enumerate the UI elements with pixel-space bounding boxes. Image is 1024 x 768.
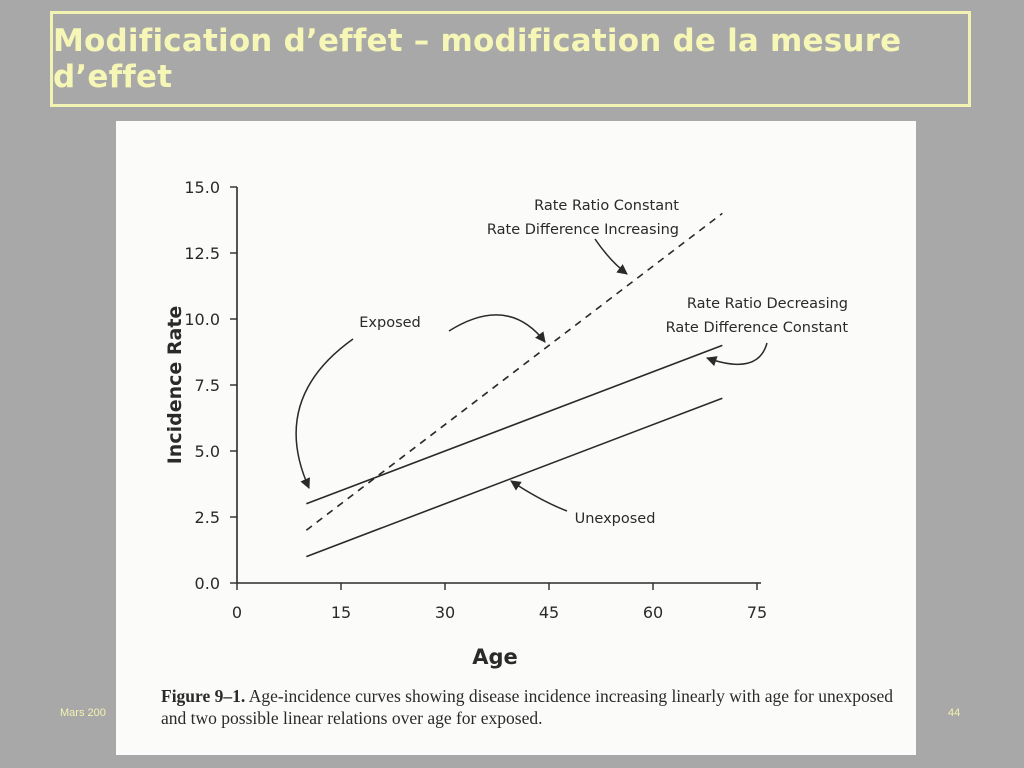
annotation-exposed: Exposed xyxy=(359,315,421,331)
annotation-unexposed: Unexposed xyxy=(575,511,656,527)
page-number: 44 xyxy=(948,707,961,719)
y-axis-title: Incidence Rate xyxy=(164,306,186,465)
series-line-unexposed-solid xyxy=(306,397,723,558)
y-tick-label: 12.5 xyxy=(184,244,220,263)
series-line-exposed-dashed xyxy=(305,212,723,531)
x-tick-label: 45 xyxy=(539,603,559,622)
arrow-exposed-top xyxy=(448,314,546,343)
caption-lead: Figure 9–1. xyxy=(161,686,246,706)
figure-panel: 0.0 2.5 5.0 7.5 10.0 12.5 15.0 0 15 30 45 60 75 Age In… xyxy=(116,121,916,755)
x-tick-label: 0 xyxy=(232,603,242,622)
caption-text: Age-incidence curves showing disease inc… xyxy=(161,686,894,728)
x-tick-label: 15 xyxy=(331,603,351,622)
slide-title: Modification d’effet – modification de l… xyxy=(53,23,902,95)
x-tick-label: 60 xyxy=(643,603,663,622)
y-tick-label: 0.0 xyxy=(195,574,220,593)
annotation-rr-constant: Rate Difference Increasing xyxy=(487,222,679,238)
annotation-rr-decreasing: Rate Ratio Decreasing xyxy=(687,296,848,312)
arrow-rr-decreasing xyxy=(706,342,768,367)
slide-title-box: Modification d’effet – modification de l… xyxy=(50,11,971,107)
incidence-chart: 0.0 2.5 5.0 7.5 10.0 12.5 15.0 0 15 30 45 60 75 Age In… xyxy=(164,178,849,669)
y-tick-label: 2.5 xyxy=(195,508,220,527)
y-tick-label: 5.0 xyxy=(195,442,220,461)
x-tick-label: 30 xyxy=(435,603,455,622)
arrow-exposed-left xyxy=(295,338,354,489)
x-tick-label: 75 xyxy=(747,603,767,622)
series-line-exposed-solid xyxy=(306,344,723,505)
annotation-rr-decreasing: Rate Difference Constant xyxy=(666,320,849,336)
figure-caption: Figure 9–1. Age-incidence curves showing… xyxy=(161,685,906,729)
x-axis-title: Age xyxy=(472,645,518,669)
arrow-rr-constant xyxy=(594,238,628,275)
footer-date: Mars 200 xyxy=(60,707,106,719)
y-tick-label: 15.0 xyxy=(184,178,220,197)
arrow-unexposed xyxy=(510,480,568,512)
y-tick-label: 10.0 xyxy=(184,310,220,329)
annotation-rr-constant: Rate Ratio Constant xyxy=(534,198,679,214)
y-tick-label: 7.5 xyxy=(195,376,220,395)
